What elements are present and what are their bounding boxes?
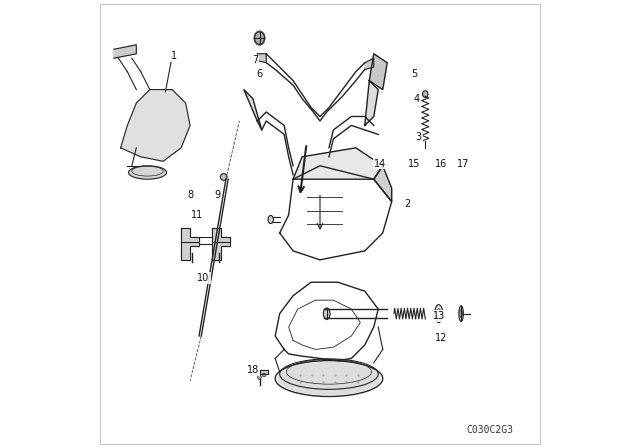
Ellipse shape xyxy=(460,310,463,318)
Text: 16: 16 xyxy=(435,159,447,168)
Text: 4: 4 xyxy=(413,94,419,103)
Ellipse shape xyxy=(422,90,428,98)
Ellipse shape xyxy=(255,32,264,44)
Text: 12: 12 xyxy=(435,333,447,343)
Text: 15: 15 xyxy=(408,159,420,168)
Polygon shape xyxy=(365,58,374,69)
Text: 13: 13 xyxy=(433,311,445,321)
Polygon shape xyxy=(257,54,266,63)
Text: 8: 8 xyxy=(187,190,193,200)
Ellipse shape xyxy=(262,373,266,377)
Polygon shape xyxy=(114,45,136,58)
Text: 11: 11 xyxy=(191,210,203,220)
Text: 2: 2 xyxy=(404,199,410,209)
Ellipse shape xyxy=(459,306,463,322)
Ellipse shape xyxy=(129,166,166,179)
Polygon shape xyxy=(260,370,269,374)
Polygon shape xyxy=(244,90,262,130)
Polygon shape xyxy=(121,90,190,161)
Text: 3: 3 xyxy=(415,132,422,142)
Text: 1: 1 xyxy=(172,51,177,61)
Polygon shape xyxy=(293,148,383,179)
Text: 6: 6 xyxy=(257,69,262,79)
Ellipse shape xyxy=(268,215,273,224)
Text: 9: 9 xyxy=(214,190,220,200)
Polygon shape xyxy=(365,81,378,125)
Polygon shape xyxy=(374,166,392,202)
Text: 7: 7 xyxy=(252,56,258,65)
Polygon shape xyxy=(212,228,230,260)
Ellipse shape xyxy=(258,375,261,379)
Polygon shape xyxy=(181,228,199,260)
Ellipse shape xyxy=(435,305,443,323)
Text: C030C2G3: C030C2G3 xyxy=(467,425,514,435)
Text: 10: 10 xyxy=(197,273,210,283)
Text: 14: 14 xyxy=(374,159,387,168)
Text: 17: 17 xyxy=(457,159,470,168)
Ellipse shape xyxy=(278,362,380,396)
Ellipse shape xyxy=(220,174,227,181)
Ellipse shape xyxy=(436,309,441,319)
Polygon shape xyxy=(369,54,387,90)
Text: 18: 18 xyxy=(246,365,259,375)
Ellipse shape xyxy=(323,308,330,319)
Text: 5: 5 xyxy=(411,69,417,79)
